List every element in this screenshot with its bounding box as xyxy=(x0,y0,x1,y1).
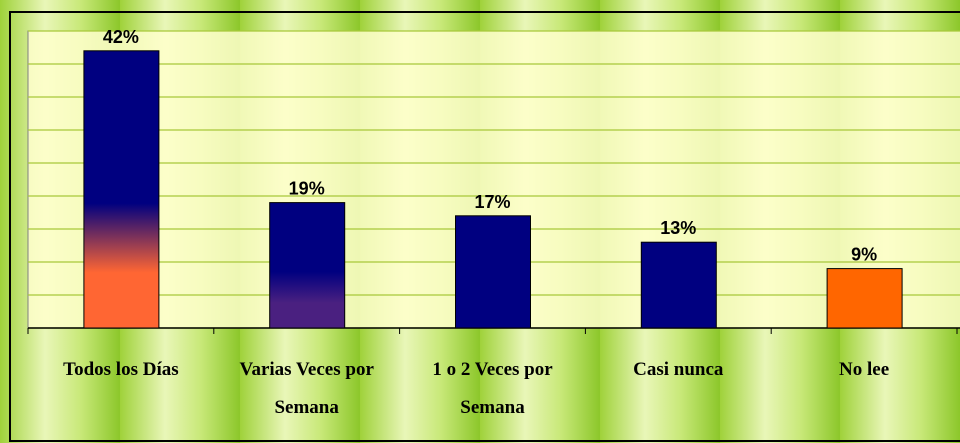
value-label: 19% xyxy=(289,179,325,199)
x-tick-label: Casi nunca xyxy=(633,359,724,380)
x-tick-label: No lee xyxy=(839,359,890,380)
bar xyxy=(455,215,531,329)
x-tick-label: Varias Veces por Semana xyxy=(239,359,374,418)
bar xyxy=(83,50,160,329)
bar xyxy=(269,202,346,329)
frame xyxy=(9,11,960,442)
bar xyxy=(640,241,717,329)
value-label: 17% xyxy=(474,192,510,212)
x-tick-label: Todos los Días xyxy=(63,359,179,380)
bar xyxy=(826,268,903,329)
value-label: 42% xyxy=(103,27,139,47)
value-label: 13% xyxy=(660,218,696,238)
x-tick-label: 1 o 2 Veces por Semana xyxy=(432,359,553,418)
value-label: 9% xyxy=(851,245,877,265)
